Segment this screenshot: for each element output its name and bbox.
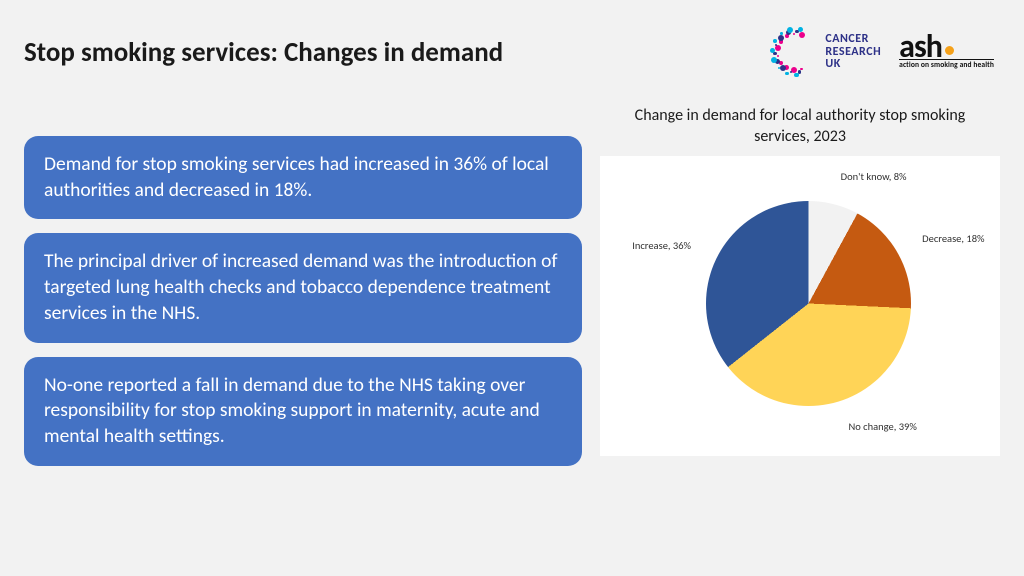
callout: No-one reported a fall in demand due to …	[24, 357, 582, 466]
cruk-c-icon	[771, 28, 819, 76]
pie-slice-label: Increase, 36%	[632, 239, 691, 252]
content: Demand for stop smoking services had inc…	[0, 86, 1024, 466]
cancer-research-uk-logo: CANCER RESEARCH UK	[771, 28, 881, 76]
chart-column: Change in demand for local authority sto…	[600, 106, 1000, 466]
callout: Demand for stop smoking services had inc…	[24, 136, 582, 219]
header: Stop smoking services: Changes in demand…	[0, 0, 1024, 86]
cruk-line-3: UK	[825, 58, 881, 71]
pie-slice-label: No change, 39%	[848, 420, 916, 433]
pie-slice-label: Decrease, 18%	[922, 232, 984, 245]
ash-logo: ash action on smoking and health	[899, 34, 994, 71]
ash-word: ash	[899, 34, 942, 60]
cruk-text: CANCER RESEARCH UK	[825, 33, 881, 71]
logos: CANCER RESEARCH UK ash action on smoking…	[771, 28, 994, 76]
pie-chart: Don't know, 8% Decrease, 18% No change, 39…	[600, 156, 1000, 456]
page-title: Stop smoking services: Changes in demand	[24, 36, 503, 69]
callouts-column: Demand for stop smoking services had inc…	[24, 106, 582, 466]
pie-slice-label: Don't know, 8%	[841, 170, 907, 183]
chart-title: Change in demand for local authority sto…	[600, 106, 1000, 156]
ash-subtitle: action on smoking and health	[899, 59, 994, 70]
ash-dot-icon	[945, 46, 954, 55]
pie-graphic	[706, 201, 911, 406]
callout: The principal driver of increased demand…	[24, 233, 582, 342]
cruk-line-1: CANCER	[825, 33, 881, 46]
